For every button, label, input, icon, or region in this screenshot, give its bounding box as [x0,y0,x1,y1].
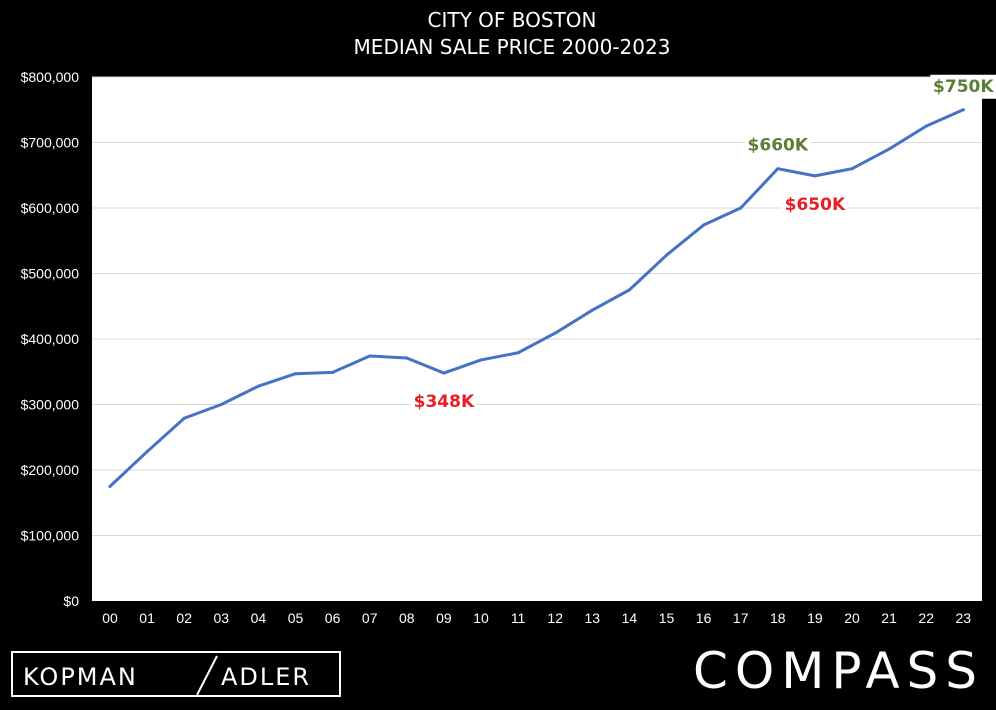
data-point [961,108,965,112]
data-point [442,371,446,375]
x-tick-label: 00 [102,610,118,626]
chart-title-line-1: CITY OF BOSTON [428,8,597,32]
data-point [924,124,928,128]
line-chart: CITY OF BOSTON MEDIAN SALE PRICE 2000-20… [21,8,996,626]
compass-logo: COMPASS [692,642,984,700]
y-tick-label: $500,000 [21,266,80,282]
data-point [627,288,631,292]
x-tick-label: 20 [844,610,860,626]
series-line [108,108,965,488]
x-tick-label: 11 [511,610,526,626]
x-tick-label: 02 [176,610,192,626]
x-tick-label: 21 [881,610,897,626]
x-tick-label: 14 [622,610,638,626]
data-point [145,450,149,454]
data-point [294,372,297,376]
data-point [331,370,335,374]
data-label: $660K [744,133,811,158]
svg-text:$348K: $348K [414,392,475,412]
x-tick-label: 22 [918,610,934,626]
x-tick-label: 16 [696,610,712,626]
data-point [256,384,260,388]
data-point [368,354,372,358]
y-tick-label: $300,000 [21,397,80,413]
x-tick-label: 17 [733,610,749,626]
svg-text:$660K: $660K [748,136,809,156]
y-tick-label: $200,000 [21,462,80,478]
x-tick-label: 13 [585,610,601,626]
kopman-adler-logo: KOPMAN ADLER [11,651,341,697]
x-tick-label: 12 [547,610,563,626]
data-label: $650K [781,192,848,217]
logo-text-adler: ADLER [221,663,311,691]
y-tick-label: $0 [63,593,79,609]
data-point [108,484,112,488]
data-point [850,167,854,171]
logo-slash [196,655,218,696]
data-point [516,351,520,355]
y-tick-label: $600,000 [21,200,80,216]
x-tick-label: 10 [473,610,489,626]
data-point [182,416,186,420]
data-point [405,356,409,360]
y-tick-label: $400,000 [21,331,80,347]
x-tick-label: 05 [288,610,304,626]
x-tick-label: 08 [399,610,415,626]
data-point [776,167,780,171]
x-tick-label: 09 [436,610,452,626]
x-tick-label: 19 [807,610,823,626]
x-tick-label: 15 [659,610,675,626]
data-label: $348K [410,390,477,415]
data-point [813,174,817,178]
svg-text:$750K: $750K [933,77,994,97]
x-tick-label: 23 [956,610,972,626]
x-tick-label: 18 [770,610,786,626]
x-tick-label: 03 [214,610,230,626]
data-point [739,206,743,210]
chart-title-line-2: MEDIAN SALE PRICE 2000-2023 [354,35,671,59]
logo-text-kopman: KOPMAN [23,663,138,691]
data-point [479,358,483,362]
data-point [702,223,706,227]
data-point [219,403,223,406]
data-point [590,308,594,312]
svg-text:$650K: $650K [785,195,846,215]
y-tick-label: $700,000 [21,135,80,151]
y-tick-label: $800,000 [21,69,80,85]
y-tick-label: $100,000 [21,528,80,544]
data-point [665,253,668,257]
x-tick-label: 01 [139,610,155,626]
data-point [553,331,557,335]
x-tick-label: 06 [325,610,341,626]
x-tick-label: 04 [251,610,267,626]
x-tick-label: 07 [362,610,378,626]
data-label: $750K [930,74,996,99]
data-point [887,147,891,151]
